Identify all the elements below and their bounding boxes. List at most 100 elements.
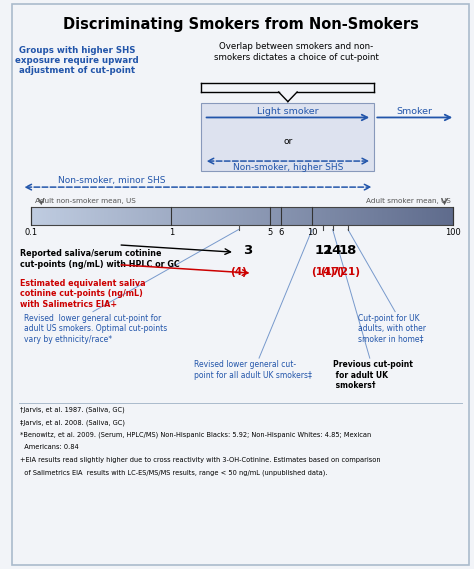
Text: *Benowitz, et al. 2009. (Serum, HPLC/MS) Non-Hispanic Blacks: 5.92; Non-Hispanic: *Benowitz, et al. 2009. (Serum, HPLC/MS)… (20, 432, 371, 438)
Bar (180, 207, 181, 225)
Bar (239, 207, 240, 225)
Bar (235, 207, 236, 225)
Text: 5: 5 (267, 228, 273, 237)
Bar (419, 207, 420, 225)
Bar (220, 207, 222, 225)
Bar (343, 207, 345, 225)
Text: (21): (21) (336, 267, 360, 277)
Bar (353, 207, 354, 225)
Bar (370, 207, 371, 225)
Bar (403, 207, 405, 225)
Bar (406, 207, 408, 225)
Bar (330, 207, 332, 225)
Bar (36, 207, 38, 225)
Bar (86, 207, 87, 225)
Bar (294, 207, 295, 225)
Bar (34, 207, 35, 225)
Bar (413, 207, 415, 225)
Bar (315, 207, 316, 225)
Bar (190, 207, 191, 225)
Bar (94, 207, 95, 225)
Bar (169, 207, 170, 225)
Text: Adult smoker mean, US: Adult smoker mean, US (365, 198, 450, 204)
Bar (297, 207, 298, 225)
Bar (443, 207, 444, 225)
Bar (194, 207, 195, 225)
Bar (118, 207, 119, 225)
Bar (371, 207, 373, 225)
Bar (155, 207, 156, 225)
Bar (187, 207, 188, 225)
Text: 18: 18 (339, 244, 357, 257)
Bar (290, 207, 291, 225)
Bar (218, 207, 219, 225)
Bar (247, 207, 249, 225)
Bar (310, 207, 312, 225)
Text: Non-smoker, higher SHS: Non-smoker, higher SHS (233, 163, 343, 172)
Bar (135, 207, 136, 225)
Bar (233, 207, 235, 225)
Bar (160, 207, 162, 225)
Bar (107, 207, 108, 225)
Bar (302, 207, 304, 225)
Bar (200, 207, 201, 225)
Text: 6: 6 (278, 228, 283, 237)
Bar (409, 207, 410, 225)
Bar (167, 207, 169, 225)
Bar (422, 207, 423, 225)
Bar (428, 207, 429, 225)
Bar (390, 207, 391, 225)
Bar (420, 207, 422, 225)
Bar (273, 207, 274, 225)
Bar (385, 207, 387, 225)
Text: (17): (17) (320, 267, 345, 277)
Bar (255, 207, 256, 225)
Bar (268, 207, 270, 225)
Text: 12: 12 (314, 244, 332, 257)
Bar (442, 207, 443, 225)
Bar (360, 207, 361, 225)
Bar (139, 207, 140, 225)
Bar (229, 207, 230, 225)
Bar (31, 207, 32, 225)
Bar (264, 207, 265, 225)
Bar (249, 207, 250, 225)
Text: Revised lower general cut-
point for all adult UK smokers‡: Revised lower general cut- point for all… (194, 360, 312, 380)
Bar (448, 207, 450, 225)
Bar (173, 207, 174, 225)
Bar (246, 207, 247, 225)
Bar (195, 207, 197, 225)
Bar (450, 207, 451, 225)
Bar (214, 207, 215, 225)
Bar (277, 207, 278, 225)
Bar (384, 207, 385, 225)
Text: +EIA results read slightly higher due to cross reactivity with 3-OH-Cotinine. Es: +EIA results read slightly higher due to… (20, 457, 381, 463)
Bar (357, 207, 358, 225)
Bar (398, 207, 399, 225)
Bar (283, 207, 284, 225)
Bar (440, 207, 442, 225)
Bar (444, 207, 446, 225)
Bar (59, 207, 60, 225)
Bar (223, 207, 225, 225)
Bar (38, 207, 39, 225)
Bar (42, 207, 43, 225)
Bar (156, 207, 157, 225)
Bar (127, 207, 128, 225)
Bar (394, 207, 395, 225)
Bar (185, 207, 187, 225)
Bar (105, 207, 107, 225)
Text: 100: 100 (445, 228, 461, 237)
Bar (67, 207, 69, 225)
Bar (320, 207, 322, 225)
Bar (284, 207, 285, 225)
Bar (252, 207, 253, 225)
Bar (100, 207, 101, 225)
Bar (352, 207, 353, 225)
Bar (423, 207, 425, 225)
Bar (265, 207, 267, 225)
Bar (121, 207, 122, 225)
Bar (367, 207, 368, 225)
Bar (354, 207, 356, 225)
Bar (166, 207, 167, 225)
